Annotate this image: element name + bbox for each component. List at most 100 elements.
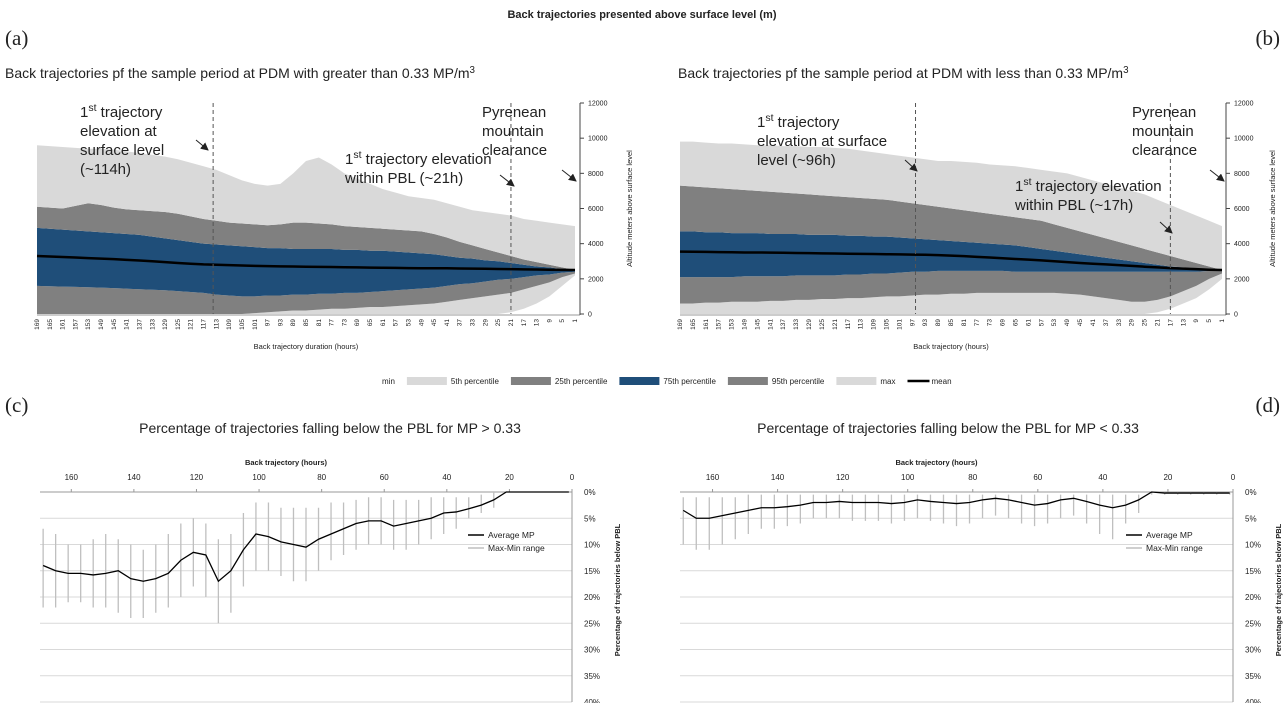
y-tick-label: 0 bbox=[1234, 312, 1238, 319]
legend-label: mean bbox=[932, 377, 952, 386]
x-tick-label: 73 bbox=[341, 319, 348, 327]
x-tick-label: 157 bbox=[716, 319, 723, 330]
x-tick-label: 25 bbox=[1142, 319, 1149, 327]
annotation-arrow bbox=[904, 159, 918, 172]
legend-label: 25th percentile bbox=[555, 377, 608, 386]
y-tick-label: 10% bbox=[584, 541, 600, 550]
x-tick-label: 61 bbox=[380, 319, 387, 327]
legend-label: Max-Min range bbox=[488, 543, 545, 553]
x-tick-label: 0 bbox=[1231, 473, 1236, 482]
x-tick-label: 120 bbox=[190, 473, 204, 482]
x-tick-label: 69 bbox=[354, 319, 361, 327]
band bbox=[37, 273, 575, 314]
legend-label: Average MP bbox=[488, 530, 535, 540]
annotation-text: 1st trajectory bbox=[757, 112, 840, 131]
panel-label: (c) bbox=[5, 393, 28, 417]
annotation-text: clearance bbox=[1132, 142, 1197, 159]
x-tick-label: 97 bbox=[265, 319, 272, 327]
legend-label: max bbox=[880, 377, 895, 386]
annotation-text: 1st trajectory elevation bbox=[345, 149, 492, 168]
x-tick-label: 0 bbox=[570, 473, 575, 482]
x-tick-label: 121 bbox=[188, 319, 195, 330]
x-tick-label: 77 bbox=[329, 319, 336, 327]
x-tick-label: 41 bbox=[1090, 319, 1097, 327]
legend-label: 75th percentile bbox=[663, 377, 716, 386]
x-tick-label: 125 bbox=[819, 319, 826, 330]
y-tick-label: 0% bbox=[1245, 488, 1257, 497]
x-tick-label: 141 bbox=[124, 319, 131, 330]
x-tick-label: 77 bbox=[974, 319, 981, 327]
x-tick-label: 45 bbox=[431, 319, 438, 327]
y-tick-label: 0 bbox=[588, 312, 592, 319]
y-axis-label: Altitude meters above surface level bbox=[625, 150, 634, 267]
band bbox=[680, 141, 1222, 271]
x-tick-label: 29 bbox=[482, 319, 489, 327]
x-tick-label: 5 bbox=[559, 319, 566, 323]
band bbox=[680, 231, 1222, 278]
x-tick-label: 165 bbox=[690, 319, 697, 330]
x-tick-label: 9 bbox=[1193, 319, 1200, 323]
mean-line bbox=[679, 250, 1223, 272]
x-tick-label: 165 bbox=[47, 319, 54, 330]
x-tick-label: 160 bbox=[65, 473, 79, 482]
x-tick-label: 109 bbox=[226, 319, 233, 330]
x-tick-label: 1 bbox=[572, 319, 579, 323]
x-tick-label: 149 bbox=[98, 319, 105, 330]
legend-label: min bbox=[382, 377, 395, 386]
y-tick-label: 35% bbox=[1245, 672, 1261, 681]
x-tick-label: 129 bbox=[162, 319, 169, 330]
panel-label: (d) bbox=[1256, 393, 1281, 417]
x-axis-label: Back trajectory (hours) bbox=[913, 342, 989, 351]
y-tick-label: 20% bbox=[1245, 593, 1261, 602]
y-tick-label: 20% bbox=[584, 593, 600, 602]
panel-label: (b) bbox=[1256, 26, 1281, 50]
x-axis-label: Back trajectory duration (hours) bbox=[254, 342, 359, 351]
x-tick-label: 80 bbox=[317, 473, 326, 482]
y-tick-label: 6000 bbox=[588, 206, 604, 213]
y-tick-label: 25% bbox=[584, 619, 600, 628]
legend-swatch bbox=[727, 377, 768, 385]
x-tick-label: 69 bbox=[1000, 319, 1007, 327]
x-tick-label: 153 bbox=[729, 319, 736, 330]
x-tick-label: 53 bbox=[405, 319, 412, 327]
x-tick-label: 9 bbox=[546, 319, 553, 323]
annotation-text: elevation at surface bbox=[757, 133, 887, 150]
x-tick-label: 49 bbox=[1064, 319, 1071, 327]
annotation-text: (~114h) bbox=[80, 161, 131, 178]
y-tick-label: 5% bbox=[584, 514, 596, 523]
chart-title: Percentage of trajectories falling below… bbox=[757, 420, 1139, 436]
x-tick-label: 17 bbox=[1167, 319, 1174, 327]
x-tick-label: 33 bbox=[470, 319, 477, 327]
band bbox=[37, 145, 575, 271]
x-tick-label: 113 bbox=[213, 319, 220, 330]
x-tick-label: 40 bbox=[1098, 473, 1107, 482]
y-tick-label: 40% bbox=[1245, 698, 1261, 703]
annotation-text: level (~96h) bbox=[757, 152, 836, 169]
y-tick-label: 5% bbox=[1245, 514, 1257, 523]
annotation-text: mountain bbox=[1132, 123, 1194, 140]
y-tick-label: 4000 bbox=[1234, 241, 1250, 248]
x-tick-label: 29 bbox=[1129, 319, 1136, 327]
x-axis-label: Back trajectory (hours) bbox=[245, 458, 328, 467]
x-tick-label: 140 bbox=[771, 473, 785, 482]
y-tick-label: 4000 bbox=[588, 241, 604, 248]
x-tick-label: 1 bbox=[1219, 319, 1226, 323]
x-tick-label: 121 bbox=[832, 319, 839, 330]
x-axis-label: Back trajectory (hours) bbox=[895, 458, 978, 467]
x-tick-label: 13 bbox=[1180, 319, 1187, 327]
legend-swatch bbox=[338, 377, 378, 385]
x-tick-label: 93 bbox=[922, 319, 929, 327]
legend-swatch bbox=[406, 377, 447, 385]
y-axis-label: Percentage of trajectories below PBL bbox=[613, 523, 622, 656]
annotation-text: within PBL (~17h) bbox=[1014, 197, 1133, 214]
x-tick-label: 65 bbox=[1013, 319, 1020, 327]
x-tick-label: 13 bbox=[534, 319, 541, 327]
y-tick-label: 40% bbox=[584, 698, 600, 703]
x-tick-label: 81 bbox=[316, 319, 323, 327]
x-tick-label: 61 bbox=[1025, 319, 1032, 327]
x-tick-label: 105 bbox=[883, 319, 890, 330]
annotation-text: elevation at bbox=[80, 123, 158, 140]
x-tick-label: 161 bbox=[60, 319, 67, 330]
x-tick-label: 37 bbox=[457, 319, 464, 327]
